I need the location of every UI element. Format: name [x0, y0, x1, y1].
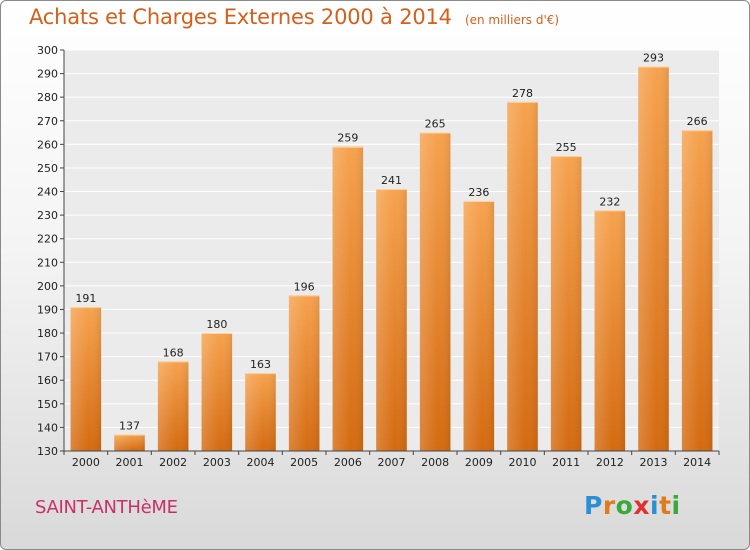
x-tick-label: 2000 [72, 456, 100, 469]
x-tick-label: 2007 [378, 456, 406, 469]
brand-letter: o [615, 491, 634, 520]
bar-shade [332, 146, 364, 451]
brand-letter: P [584, 491, 603, 520]
bar-shade [201, 333, 233, 451]
bar-value-label: 191 [75, 292, 96, 305]
bar-shade [594, 210, 626, 451]
x-tick-label: 2008 [421, 456, 449, 469]
bars [70, 66, 713, 452]
x-tick-label: 2003 [203, 456, 231, 469]
bar-value-label: 180 [206, 318, 227, 331]
bar-value-label: 168 [163, 346, 184, 359]
bar-shade [463, 200, 495, 451]
x-tick-label: 2005 [290, 456, 318, 469]
brand-letter: r [602, 491, 616, 520]
bar-shade [288, 295, 320, 451]
y-tick-label: 300 [37, 44, 58, 57]
y-tick-label: 220 [37, 233, 58, 246]
x-tick-label: 2009 [465, 456, 493, 469]
bar-value-label: 236 [468, 186, 489, 199]
brand-letter: t [659, 491, 672, 520]
bar-value-label: 232 [599, 195, 620, 208]
x-tick-label: 2011 [552, 456, 580, 469]
data-labels: 191 137 168 180 163 196 259 241 265 236 278 255 232 2… [75, 52, 707, 433]
y-tick-label: 250 [37, 162, 58, 175]
x-tick-label: 2014 [683, 456, 711, 469]
bar-shade [681, 130, 713, 451]
x-tick-label: 2006 [334, 456, 362, 469]
brand-letter: i [671, 491, 681, 520]
bar-shade [638, 66, 669, 451]
brand-letter: i [650, 491, 660, 520]
y-tick-label: 170 [37, 351, 58, 364]
y-tick-label: 190 [37, 303, 58, 316]
chart-unit-note: (en milliers d'€) [464, 13, 560, 27]
y-tick-label: 150 [37, 398, 58, 411]
y-tick-label: 210 [37, 256, 58, 269]
y-tick-label: 180 [37, 327, 58, 340]
x-axis: 2000 2001 2002 2003 2004 2005 2006 2007 2008 2009… [63, 450, 720, 469]
bar-value-label: 163 [250, 358, 271, 371]
chart-title: Achats et Charges Externes 2000 à 2014 [29, 5, 452, 29]
y-tick-label: 270 [37, 115, 58, 128]
bar-value-label: 137 [119, 419, 140, 432]
x-tick-label: 2004 [247, 456, 275, 469]
bar-shade [550, 156, 582, 451]
bar-shade [376, 189, 407, 451]
x-tick-label: 2012 [596, 456, 624, 469]
y-tick-label: 290 [37, 68, 58, 81]
bar-value-label: 241 [381, 174, 402, 187]
y-tick-label: 240 [37, 186, 58, 199]
bar-value-label: 196 [294, 280, 315, 293]
bar-value-label: 293 [643, 52, 664, 65]
y-tick-label: 160 [37, 374, 58, 387]
bar-shade [157, 361, 189, 451]
bar-shade [245, 373, 276, 451]
x-tick-label: 2010 [509, 456, 537, 469]
y-tick-label: 260 [37, 138, 58, 151]
brand-letter: x [633, 491, 650, 520]
x-tick-label: 2002 [159, 456, 187, 469]
y-axis: 130 140 150 160 170 180 190 200 210 220 230 240 250 2… [37, 44, 65, 458]
bar-value-label: 266 [687, 115, 708, 128]
commune-name: SAINT-ANTHèME [35, 497, 178, 518]
bar-value-label: 278 [512, 87, 533, 100]
y-tick-label: 230 [37, 209, 58, 222]
bar-shade [70, 307, 102, 451]
title-row: Achats et Charges Externes 2000 à 2014 (… [29, 5, 559, 29]
brand-logo: Proxiti [584, 491, 681, 520]
y-tick-label: 280 [37, 91, 58, 104]
x-tick-label: 2013 [640, 456, 668, 469]
bar-shade [419, 132, 451, 451]
y-tick-label: 130 [37, 445, 58, 458]
bar-value-label: 259 [337, 132, 358, 145]
x-tick-label: 2001 [116, 456, 144, 469]
bar-value-label: 265 [425, 118, 446, 131]
bar-value-label: 255 [556, 141, 577, 154]
bar-shade [507, 101, 538, 452]
y-tick-label: 200 [37, 280, 58, 293]
y-tick-label: 140 [37, 421, 58, 434]
bar-shade [114, 434, 145, 451]
